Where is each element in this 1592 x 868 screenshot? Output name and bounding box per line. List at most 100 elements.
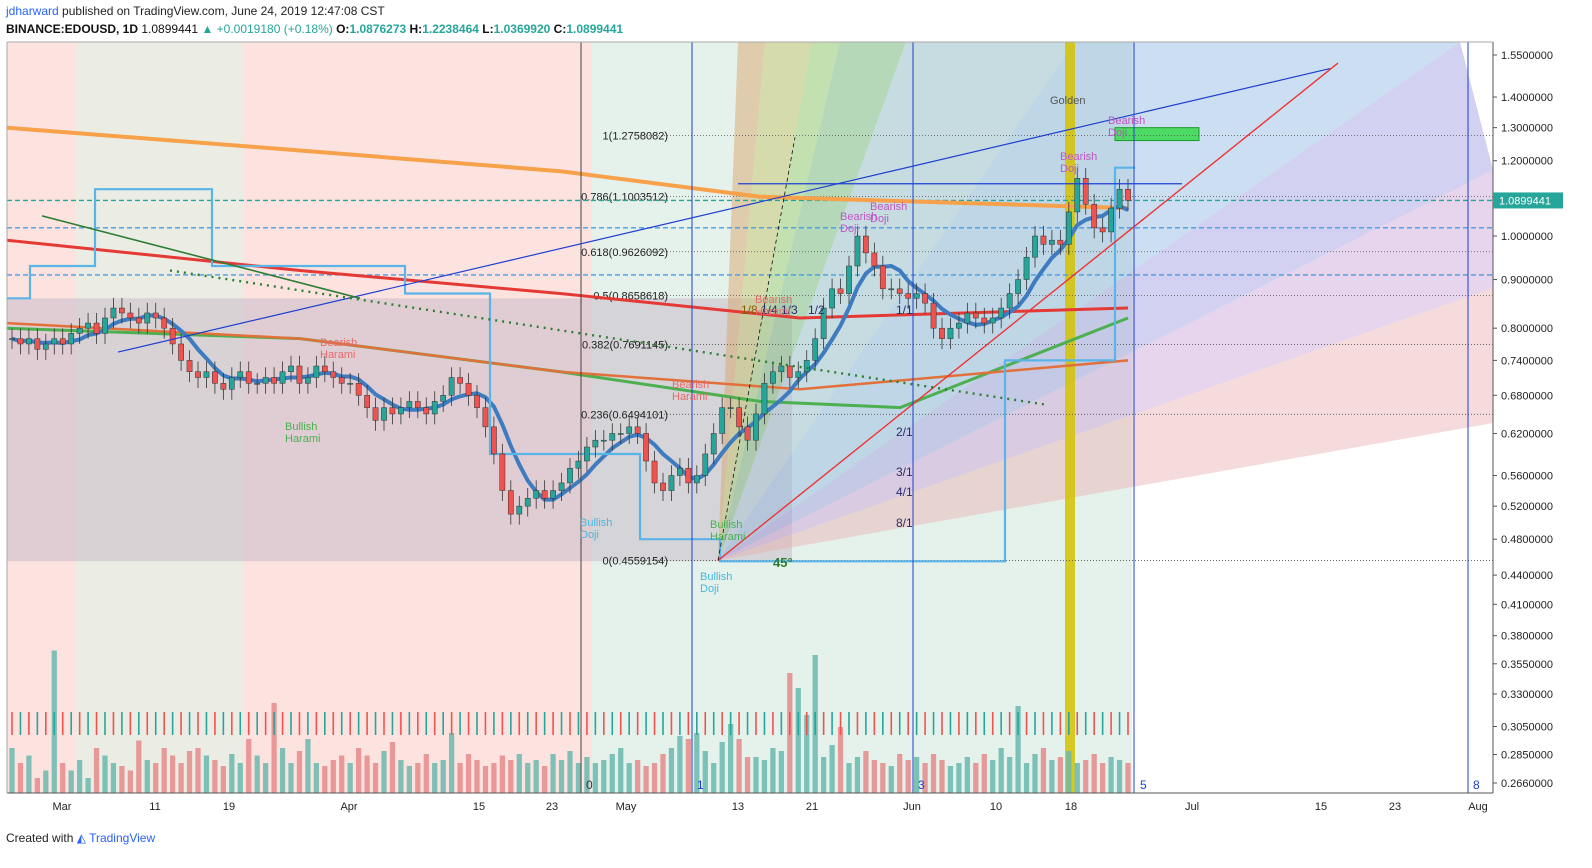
volume-bar — [144, 760, 150, 793]
gann-fan-label: 4/1 — [896, 485, 913, 499]
candle-body — [998, 307, 1005, 319]
volume-bar — [643, 766, 649, 793]
candle-body — [693, 475, 700, 484]
candle-body — [262, 377, 269, 384]
pattern-label-line: Bearish — [1060, 151, 1097, 163]
volume-bar — [618, 748, 624, 793]
candle-body — [837, 288, 844, 294]
candle-body — [922, 293, 928, 304]
candle-body — [905, 293, 912, 299]
volume-bar — [330, 760, 336, 793]
pattern-label: Bullish Doji — [700, 571, 732, 595]
cycle-number: 0 — [586, 778, 593, 792]
time-tick-label: 21 — [806, 801, 818, 813]
candle-body — [820, 307, 827, 339]
volume-bar — [43, 770, 49, 793]
candle-body — [457, 377, 463, 384]
ma-100 — [6, 238, 1129, 320]
target-box — [1114, 127, 1200, 142]
pattern-label-line: Bearish — [1108, 115, 1145, 127]
candle-body — [51, 338, 58, 345]
price-tick-label: 1.0000000 — [1501, 231, 1553, 243]
price-tick-label: 0.6200000 — [1501, 428, 1553, 440]
candle-body — [228, 377, 235, 390]
candles — [9, 168, 1131, 525]
volume-bar — [584, 757, 590, 793]
volume-bar — [516, 754, 522, 793]
volume-bar — [947, 766, 954, 793]
volume-bar — [592, 763, 598, 793]
candle-body — [169, 327, 176, 345]
axes: 1.5500000 1.4000000 1.3000000 1.2000000 1.00… — [0, 41, 1592, 823]
candle-body — [59, 338, 66, 345]
candle-body — [178, 343, 184, 361]
volume-bar — [660, 754, 666, 793]
volume-bar — [1040, 748, 1047, 793]
price-tick-label: 0.2660000 — [1501, 778, 1553, 790]
pattern-label-line: Bullish — [710, 519, 742, 531]
volume-bar — [711, 763, 717, 793]
volume-bar — [685, 739, 691, 793]
gann-fan-label: 1/4 — [761, 303, 778, 317]
candle-body — [212, 371, 218, 384]
volume-bar — [296, 751, 303, 793]
price-change: ▲ +0.0019180 (+0.18%) — [201, 22, 333, 36]
candle-body — [600, 439, 607, 442]
candle-body — [727, 407, 734, 409]
volume-bar — [1057, 757, 1063, 793]
candle-body — [863, 235, 869, 254]
pattern-label-line: Doji — [1060, 163, 1079, 175]
volume-bar — [744, 757, 751, 793]
candle-body — [626, 426, 633, 434]
candle-body — [829, 288, 835, 309]
price-tick-label: 0.5200000 — [1501, 501, 1553, 513]
pattern-label-line: Bearish — [672, 379, 709, 391]
moving-averages — [6, 125, 1135, 563]
cycle-number: 1 — [697, 778, 704, 792]
candle-body — [414, 401, 421, 408]
volume-bar — [1015, 706, 1021, 793]
volume-bar — [1049, 760, 1055, 793]
time-tick-label: 10 — [990, 801, 1002, 813]
volume-bar — [922, 763, 928, 793]
volume-bar — [389, 742, 396, 793]
volume-bar — [85, 778, 91, 793]
candle-body — [558, 482, 565, 491]
volume-bar — [499, 755, 505, 793]
candle-body — [972, 312, 979, 319]
author-name[interactable]: jdharward — [6, 4, 59, 18]
volume-bar — [271, 703, 277, 793]
cycle-number: 8 — [1473, 778, 1480, 792]
current-price-tag — [1493, 192, 1563, 209]
price-tick-label: 0.6800000 — [1501, 390, 1553, 402]
volume-bar — [415, 763, 421, 793]
volume-bar — [1007, 757, 1013, 793]
candle-body — [981, 317, 988, 324]
fib-levels: 1(1.2758082) 0.786(1.1003512) 0.618(0.9626… — [7, 130, 1493, 567]
candle-body — [507, 490, 514, 515]
candle-body — [854, 235, 861, 267]
candle-body — [296, 365, 303, 384]
candle-body — [736, 407, 742, 428]
pattern-label-line: Golden — [1050, 95, 1085, 107]
candle-body — [761, 383, 768, 415]
fan-sector — [718, 42, 1075, 561]
candle-body — [17, 338, 24, 345]
candle-body — [753, 413, 759, 441]
volume-bar — [668, 748, 675, 793]
volume-bar — [981, 754, 987, 793]
candle-body — [381, 407, 387, 421]
candle-body — [465, 383, 472, 396]
candle-body — [896, 288, 903, 294]
gann-fan-label: 3/1 — [896, 465, 913, 479]
candle-body — [76, 327, 83, 334]
volume-bar — [26, 755, 32, 793]
volume-bar — [347, 763, 353, 793]
candle-body — [719, 407, 726, 434]
volume-bar — [1083, 760, 1089, 793]
candle-body — [795, 371, 802, 378]
pattern-label-line: Harami — [755, 306, 790, 318]
pattern-label-line: Bearish — [870, 201, 907, 213]
tradingview-logo[interactable]: ◭ TradingView — [76, 831, 156, 845]
